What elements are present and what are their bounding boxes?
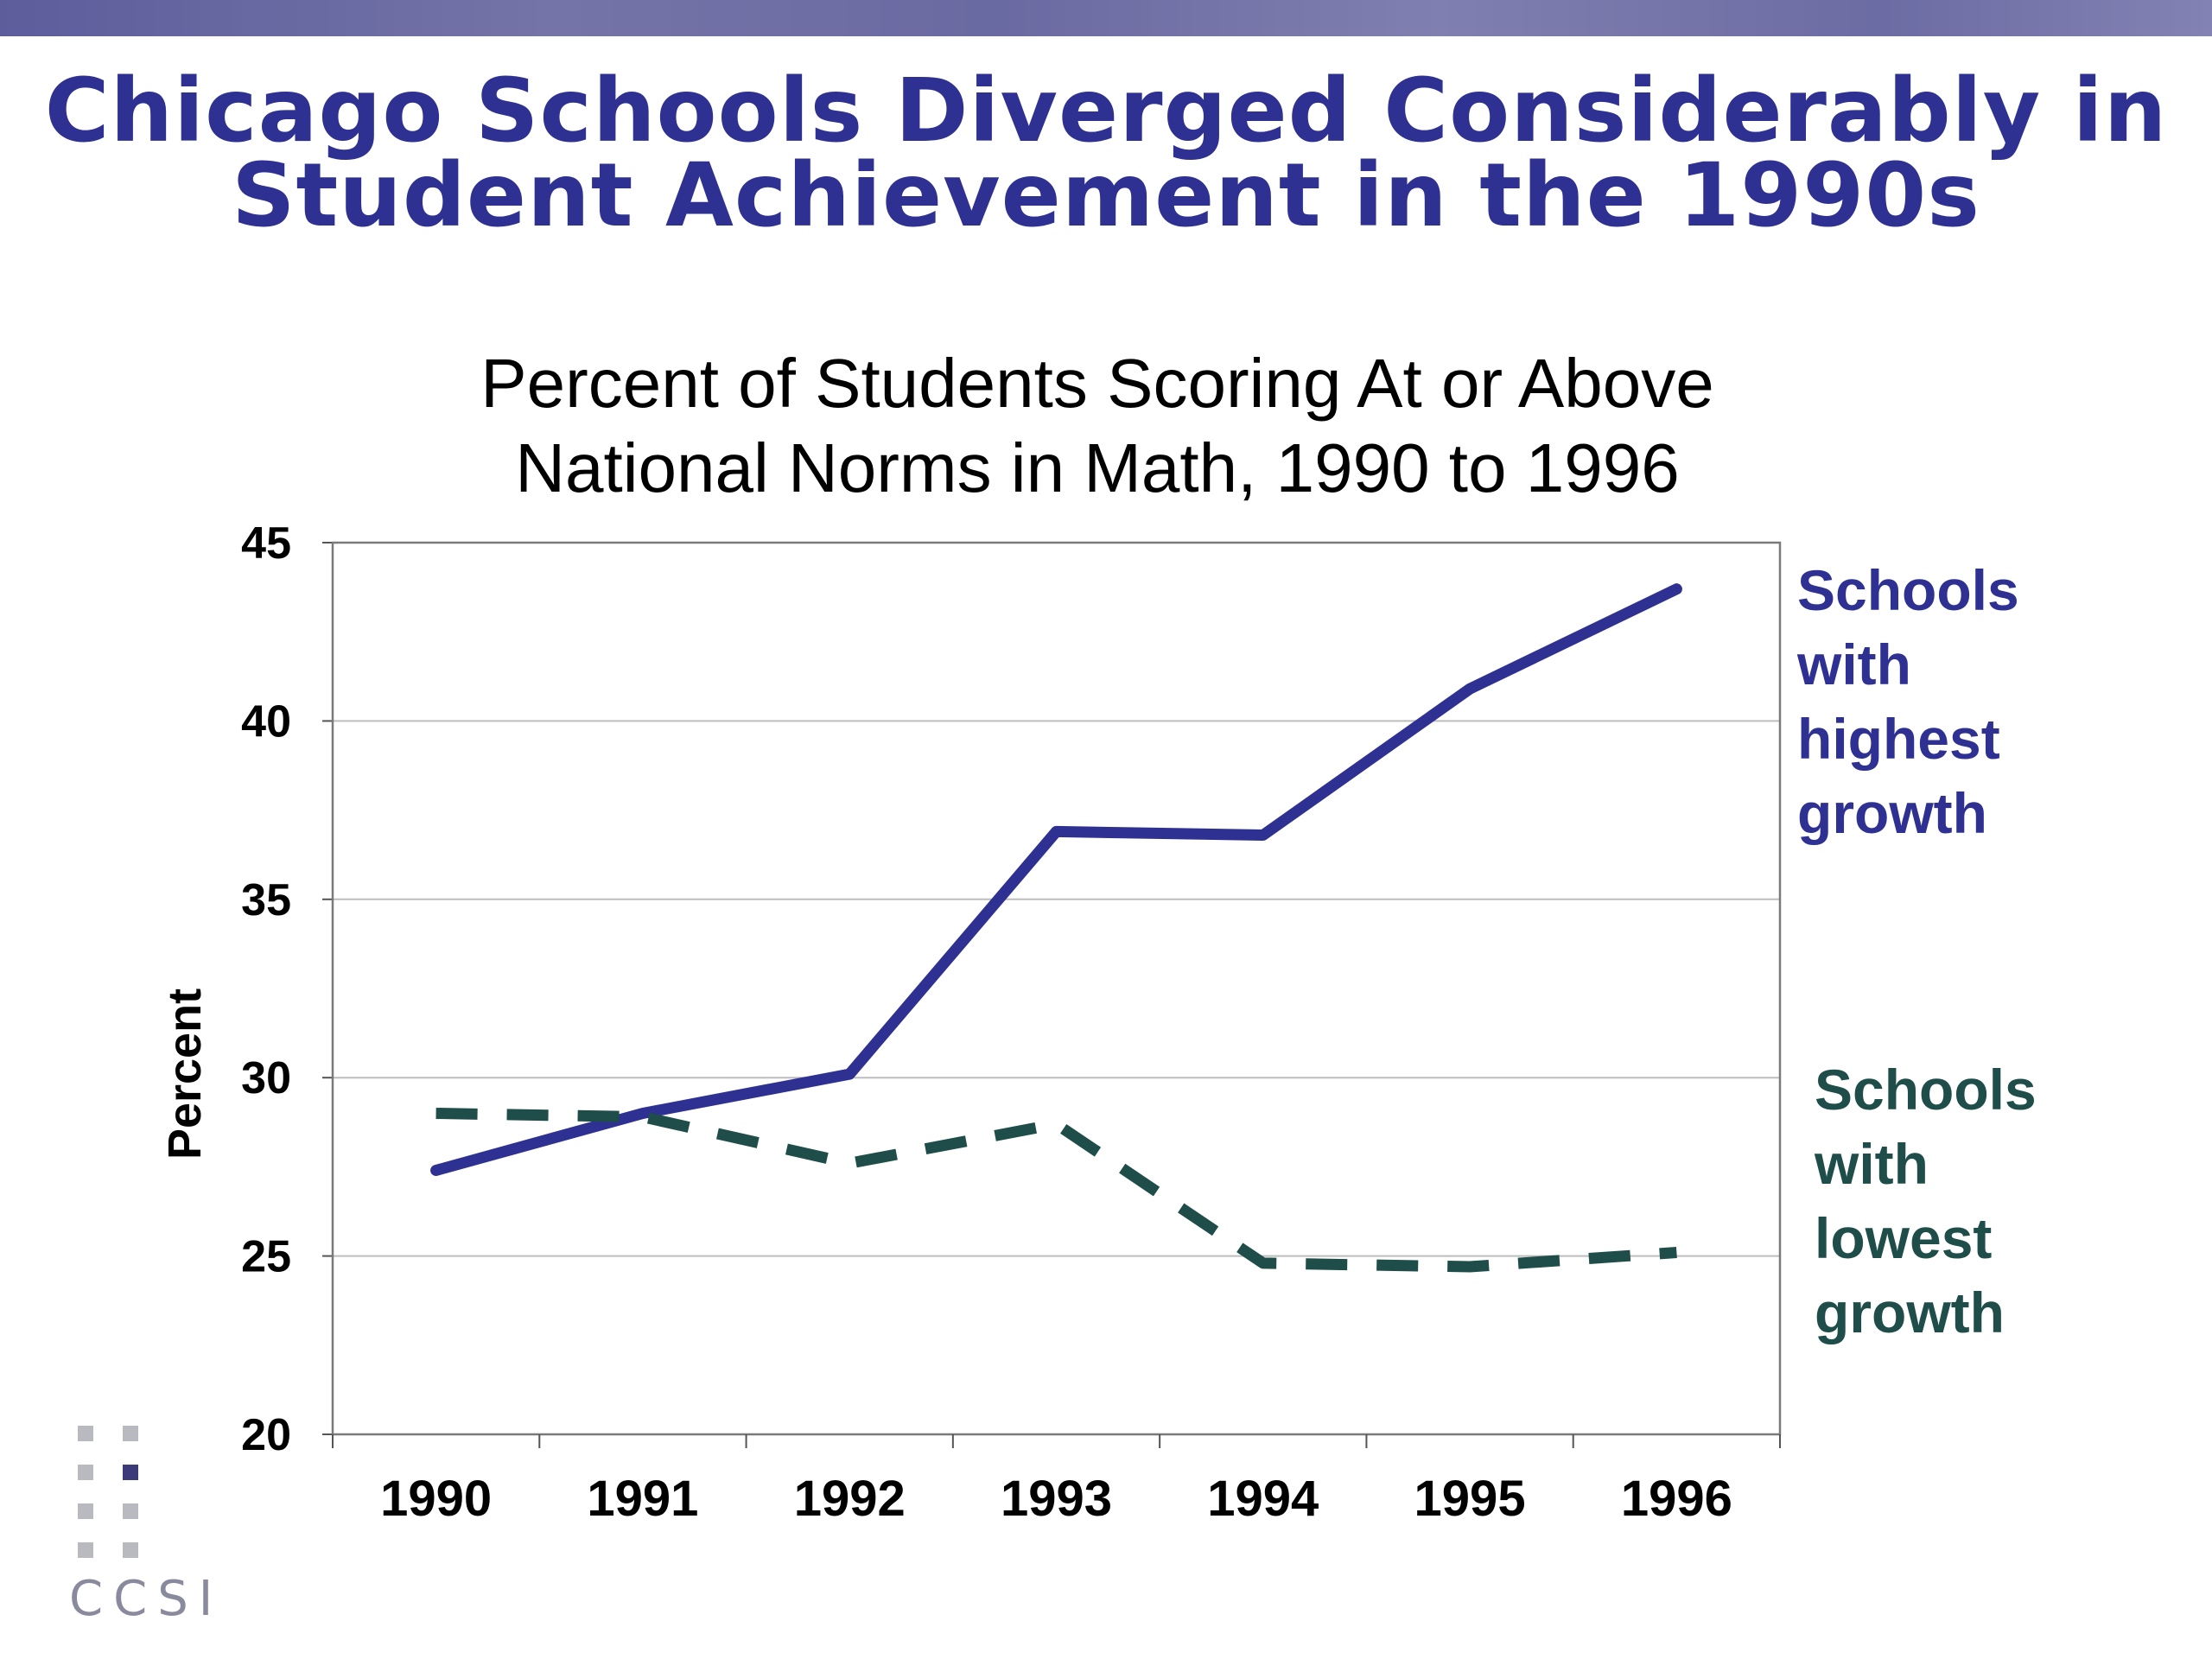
data-point [1056, 830, 1058, 832]
axes [322, 541, 1782, 1448]
y-tick-label: 30 [241, 1053, 291, 1103]
data-point [1675, 1251, 1677, 1253]
series-line-lowest-growth [435, 1108, 1677, 1273]
data-point [435, 1170, 437, 1172]
y-tick-label: 20 [241, 1410, 291, 1460]
slide-title-line-2: Student Achievement in the 1990s [232, 144, 1980, 247]
x-tick-label: 1995 [1414, 1471, 1526, 1527]
series-label-line: highest [1797, 707, 2000, 771]
data-point [1056, 1123, 1058, 1125]
x-tick-label: 1996 [1621, 1471, 1732, 1527]
series-lines [430, 583, 1682, 1273]
data-point [849, 1162, 850, 1164]
top-decorative-bar [0, 0, 2212, 36]
x-tick-label: 1993 [1001, 1471, 1112, 1527]
series-label-line: Schools [1797, 558, 2019, 622]
series-label-line: lowest [1815, 1206, 1993, 1270]
ccsi-logo: CCSI [69, 1417, 242, 1633]
y-tick-label: 25 [241, 1232, 291, 1282]
y-tick-label: 35 [241, 875, 291, 925]
tick-labels: 20 25 30 35 40 45 1990 1991 1992 1993 1994 1995 1996 [241, 518, 1732, 1527]
chart-title-line-1: Percent of Students Scoring At or Above [480, 345, 1714, 422]
plot-frame [331, 541, 1782, 1436]
series-label-lowest-growth: Schools with lowest growth [1815, 1052, 2037, 1350]
data-point [1469, 688, 1471, 690]
slide-title: Chicago Schools Diverged Considerably in… [0, 60, 2212, 247]
chart-title: Percent of Students Scoring At or Above … [216, 341, 1979, 511]
data-point [1262, 1262, 1264, 1264]
data-point [1675, 588, 1677, 590]
data-point [642, 1116, 644, 1118]
series-label-highest-growth: Schools with highest growth [1797, 553, 2019, 850]
y-tick-label: 45 [241, 518, 291, 569]
x-tick-label: 1992 [794, 1471, 906, 1527]
series-label-line: with [1797, 632, 1911, 696]
x-tick-label: 1991 [587, 1471, 698, 1527]
x-tick-label: 1994 [1207, 1471, 1319, 1527]
data-point [642, 1112, 644, 1114]
chart-title-line-2: National Norms in Math, 1990 to 1996 [515, 429, 1680, 506]
data-point [849, 1073, 850, 1075]
series-label-line: growth [1815, 1281, 2005, 1344]
series-line-highest-growth [430, 583, 1682, 1176]
series-label-line: growth [1797, 781, 1987, 845]
y-axis-label: Percent [159, 988, 211, 1160]
logo-text: CCSI [69, 1571, 224, 1627]
y-tick-label: 40 [241, 696, 291, 747]
data-point [435, 1112, 437, 1114]
data-point [1262, 834, 1264, 836]
slide-title-line-1: Chicago Schools Diverged Considerably in [44, 60, 2168, 162]
data-point [1469, 1266, 1471, 1268]
series-label-line: Schools [1815, 1058, 2037, 1122]
series-label-line: with [1815, 1132, 1929, 1196]
x-tick-label: 1990 [380, 1471, 492, 1527]
